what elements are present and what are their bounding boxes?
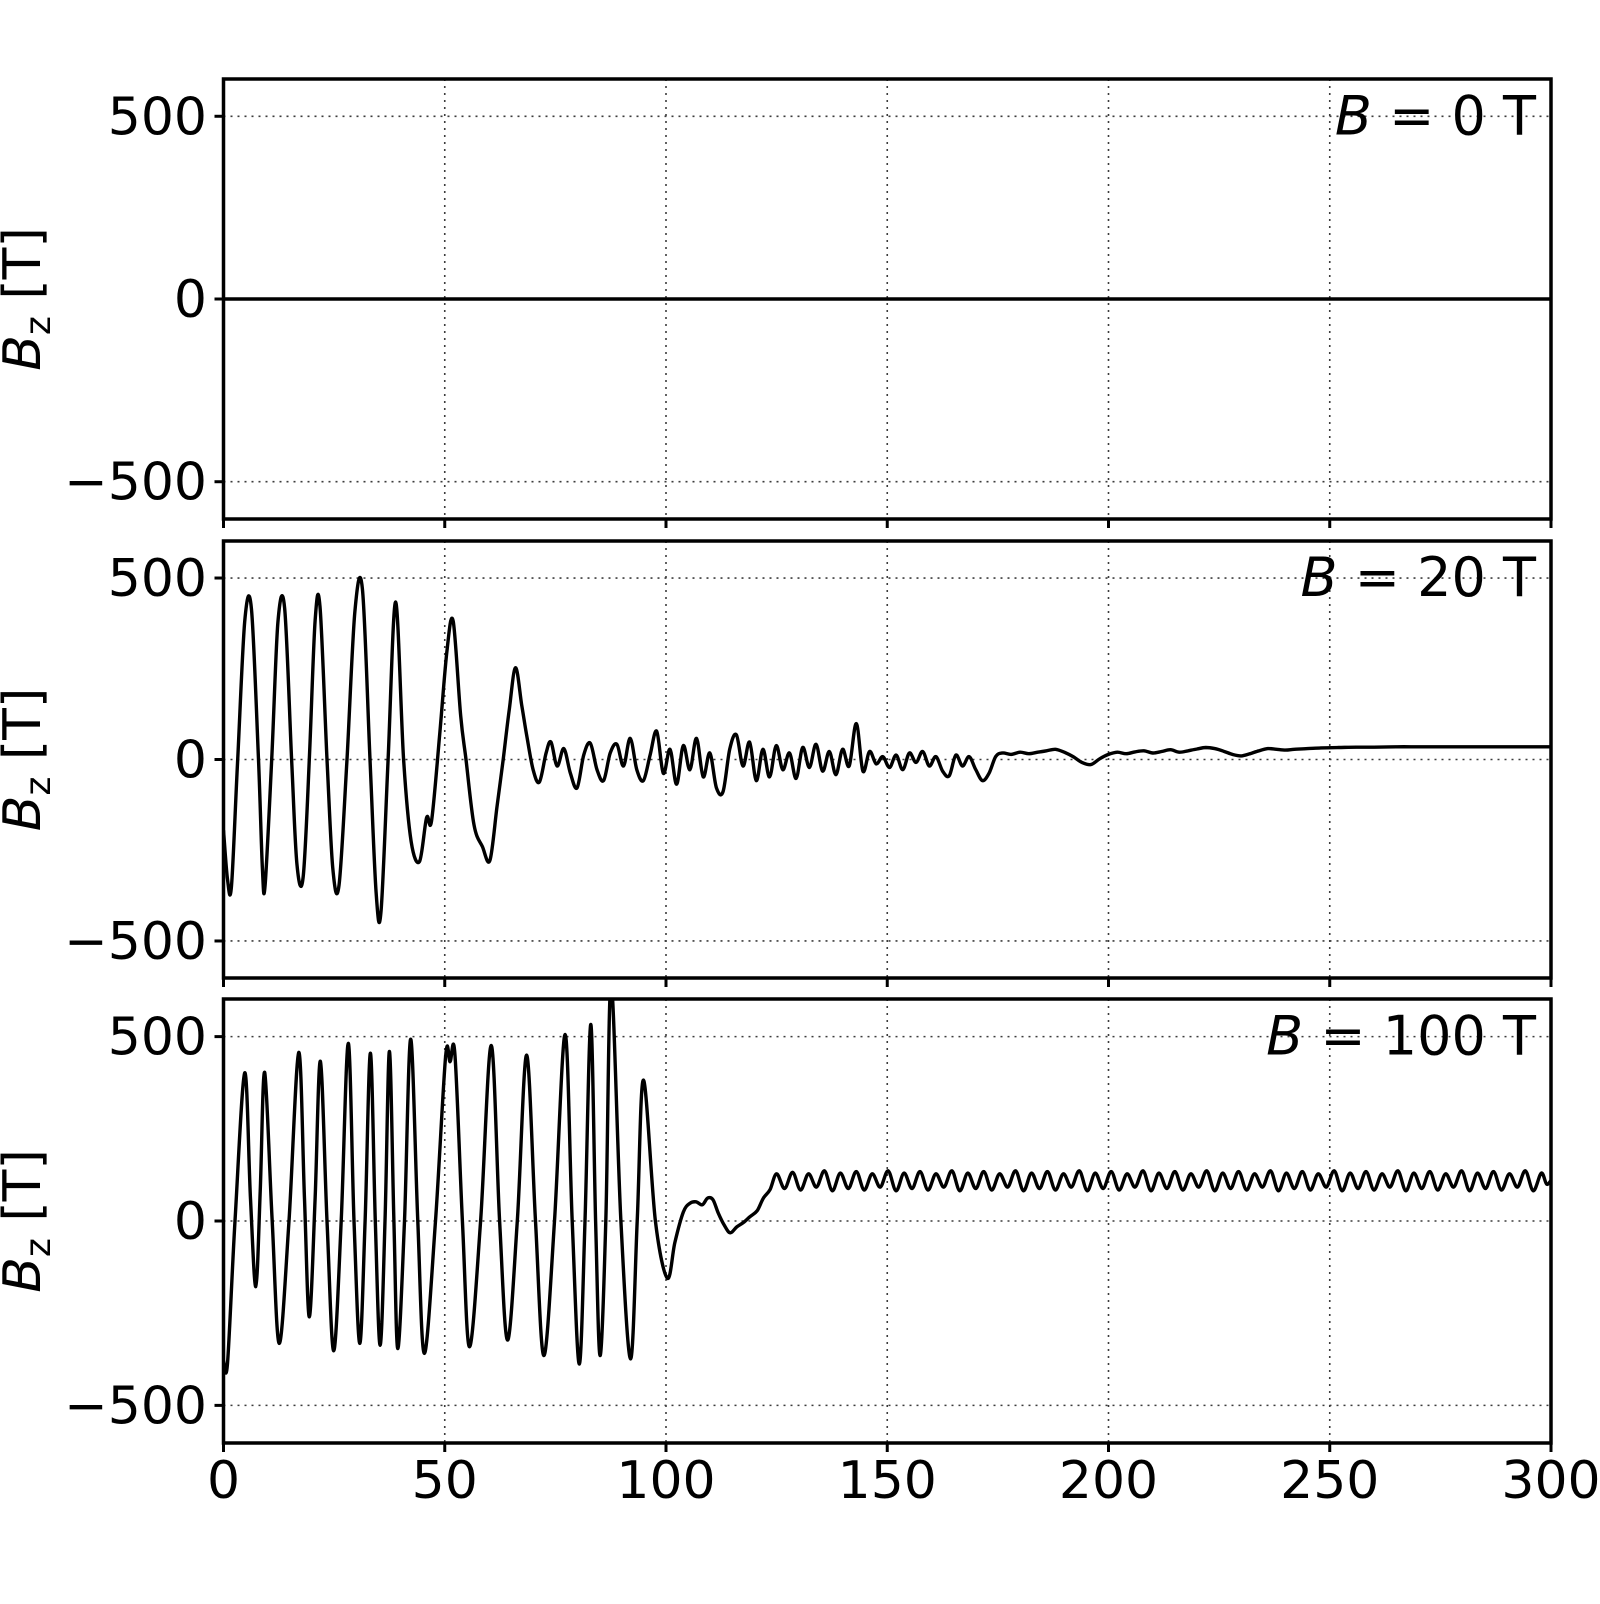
y-tick-label: 0 [174,731,207,791]
signal-line [223,575,1551,925]
y-axis-label: Bz [T] [0,227,59,370]
annotation: B = 20 T [1301,546,1538,609]
annotation: B = 0 T [1335,84,1537,147]
y-tick-label: 0 [174,1192,207,1252]
x-tick-label: 200 [1059,1451,1158,1511]
x-tick-label: 250 [1280,1451,1379,1511]
y-tick-label: −500 [64,453,207,513]
x-tick-label: 150 [838,1451,937,1511]
signal-line [223,999,1551,1375]
x-tick-label: 0 [207,1451,240,1511]
y-axis-label: Bz [T] [0,688,59,831]
x-tick-label: 300 [1501,1451,1600,1511]
x-tick-label: 50 [412,1451,478,1511]
y-tick-label: −500 [64,1376,207,1436]
y-tick-label: 500 [108,549,207,609]
y-tick-label: −500 [64,912,207,972]
y-tick-label: 0 [174,270,207,330]
y-axis-label: Bz [T] [0,1149,59,1292]
y-tick-label: 500 [108,87,207,147]
y-tick-label: 500 [108,1008,207,1068]
x-tick-label: 100 [616,1451,715,1511]
annotation: B = 100 T [1266,1005,1537,1068]
